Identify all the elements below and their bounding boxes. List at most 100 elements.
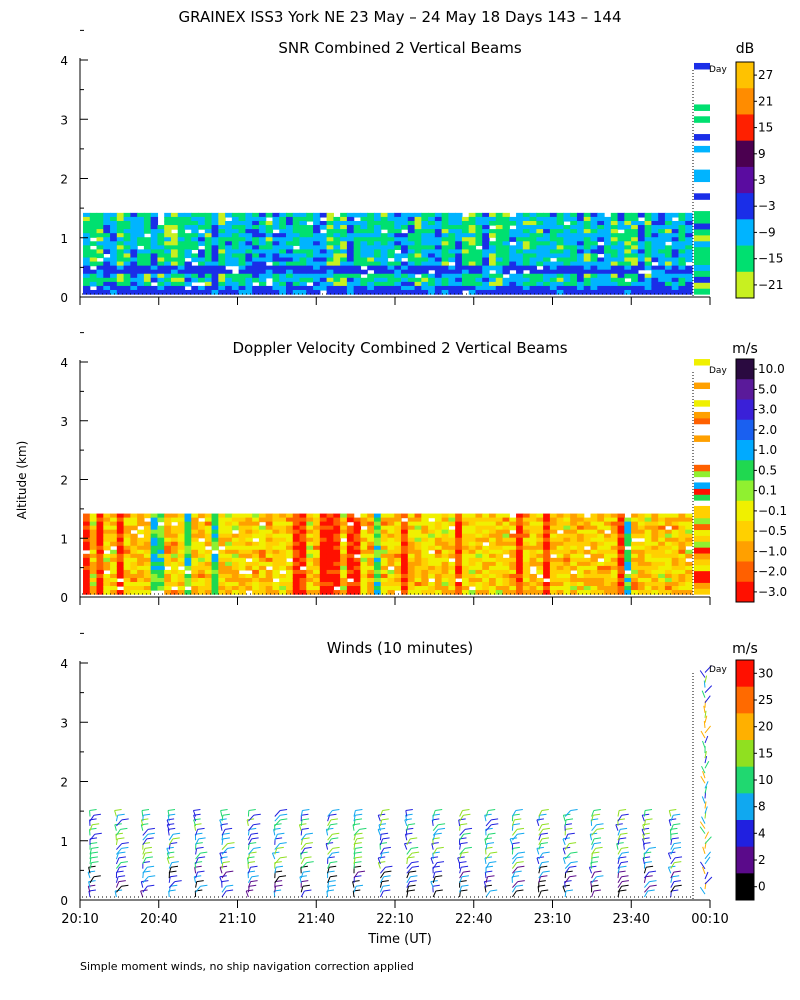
wind-barb xyxy=(140,890,144,898)
wind-barb xyxy=(353,834,356,841)
heatmap-cell xyxy=(590,573,598,579)
wind-barb xyxy=(88,880,96,883)
heatmap-cell xyxy=(414,545,422,551)
heatmap-cell xyxy=(211,233,219,238)
heatmap-cell xyxy=(333,216,341,222)
heatmap-cell xyxy=(421,525,429,531)
heatmap-cell xyxy=(157,289,165,295)
heatmap-cell xyxy=(475,216,483,222)
heatmap-cell xyxy=(326,249,334,255)
heatmap-cell xyxy=(475,553,483,559)
heatmap-cell xyxy=(543,233,551,238)
heatmap-cell xyxy=(110,229,118,234)
heatmap-cell xyxy=(664,565,673,571)
heatmap-cell xyxy=(407,525,416,531)
heatmap-cell xyxy=(89,565,98,571)
heatmap-cell xyxy=(651,273,659,279)
wind-barb xyxy=(619,856,627,859)
heatmap-cell xyxy=(549,237,558,242)
wind-barb xyxy=(704,760,710,769)
heatmap-cell xyxy=(678,257,686,263)
heatmap-cell xyxy=(360,557,368,563)
heatmap-cell xyxy=(103,561,111,567)
heatmap-cell xyxy=(103,229,111,234)
heatmap-cell xyxy=(373,521,382,527)
heatmap-cell xyxy=(502,265,510,271)
heatmap-cell xyxy=(225,241,233,246)
heatmap-cell xyxy=(292,569,301,575)
heatmap-cell xyxy=(225,285,233,291)
heatmap-cell xyxy=(441,241,449,246)
heatmap-cell xyxy=(543,545,551,551)
wind-barb xyxy=(591,815,594,822)
heatmap-cell xyxy=(434,253,443,259)
heatmap-cell xyxy=(394,517,402,523)
heatmap-cell xyxy=(664,545,673,551)
heatmap-cell xyxy=(89,545,98,551)
heatmap-cell xyxy=(563,241,571,246)
heatmap-cell xyxy=(631,257,639,263)
heatmap-cell xyxy=(231,525,240,531)
heatmap-cell xyxy=(353,565,362,571)
wind-barb xyxy=(594,870,602,873)
heatmap-cell xyxy=(617,537,625,543)
wind-barb xyxy=(274,834,278,841)
heatmap-cell xyxy=(387,245,395,250)
heatmap-cell xyxy=(583,261,592,267)
heatmap-cell xyxy=(644,225,652,230)
wind-barb xyxy=(142,848,146,855)
heatmap-cell xyxy=(103,233,111,238)
wind-barb xyxy=(643,890,649,898)
heatmap-cell xyxy=(570,577,578,583)
footnote: Simple moment winds, no ship navigation … xyxy=(80,960,414,973)
heatmap-cell xyxy=(204,529,213,535)
heatmap-cell xyxy=(685,285,693,291)
heatmap-cell xyxy=(110,569,118,575)
heatmap-cell xyxy=(590,233,598,238)
heatmap-cell xyxy=(238,581,246,587)
heatmap-cell xyxy=(563,533,571,539)
heatmap-cell xyxy=(570,233,578,238)
heatmap-cell xyxy=(265,561,274,567)
heatmap-cell xyxy=(637,521,646,527)
heatmap-cell xyxy=(252,525,260,531)
wind-barb xyxy=(459,810,463,817)
heatmap-cell xyxy=(367,285,375,291)
heatmap-cell xyxy=(313,265,321,271)
heatmap-cell xyxy=(130,586,138,591)
heatmap-cell xyxy=(96,561,104,567)
heatmap-cell xyxy=(434,249,443,255)
heatmap-cell xyxy=(461,537,470,543)
heatmap-cell xyxy=(225,261,233,267)
heatmap-cell xyxy=(644,545,652,551)
heatmap-cell xyxy=(367,581,375,587)
heatmap-cell xyxy=(333,273,341,279)
heatmap-cell xyxy=(401,577,409,583)
wind-barb xyxy=(117,837,125,840)
heatmap-cell xyxy=(191,553,199,559)
heatmap-cell xyxy=(468,269,477,275)
heatmap-cell xyxy=(245,577,253,583)
heatmap-cell xyxy=(103,212,111,218)
heatmap-cell xyxy=(624,237,632,242)
heatmap-cell xyxy=(272,557,280,563)
heatmap-cell xyxy=(191,257,199,263)
heatmap-cell xyxy=(637,273,646,279)
heatmap-cell xyxy=(604,586,612,591)
heatmap-cell xyxy=(279,513,287,519)
heatmap-cell xyxy=(292,525,301,531)
heatmap-cell xyxy=(651,289,659,295)
heatmap-cell xyxy=(177,249,186,255)
heatmap-cell xyxy=(184,565,192,571)
heatmap-cell xyxy=(549,533,558,539)
heatmap-cell xyxy=(299,216,307,222)
heatmap-cell xyxy=(164,521,172,527)
heatmap-cell xyxy=(191,565,199,571)
heatmap-cell xyxy=(89,273,98,279)
heatmap-cell xyxy=(631,565,639,571)
heatmap-cell xyxy=(204,521,213,527)
heatmap-cell xyxy=(637,561,646,567)
heatmap-cell xyxy=(238,277,246,283)
heatmap-cell xyxy=(563,521,571,527)
heatmap-cell xyxy=(536,229,544,234)
